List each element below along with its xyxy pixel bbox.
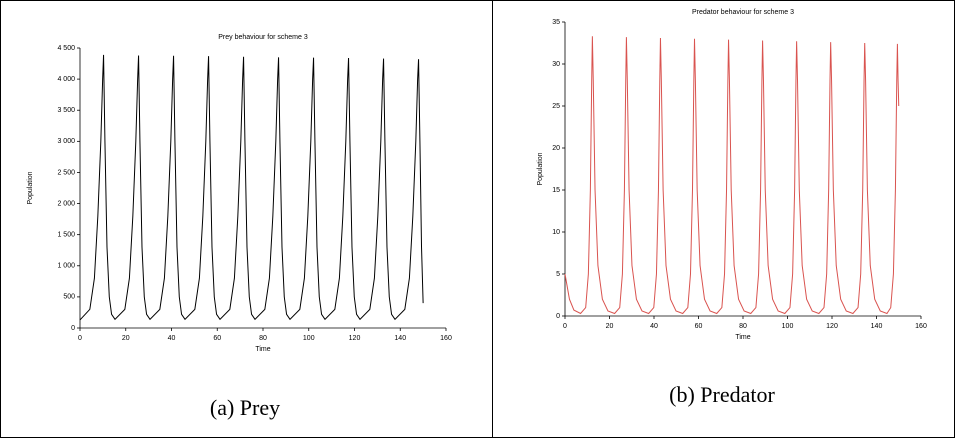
y-axis-label: Population (537, 152, 544, 185)
caption: (b) Predator (669, 382, 775, 407)
y-tick-label: 35 (552, 19, 560, 26)
data-line (564, 36, 900, 315)
x-tick-label: 80 (259, 335, 267, 342)
y-tick-label: 5 (556, 271, 560, 278)
x-tick-label: 0 (563, 323, 567, 330)
x-tick-label: 120 (826, 323, 838, 330)
x-tick-label: 100 (303, 335, 315, 342)
y-tick-label: 25 (552, 103, 560, 110)
y-tick-label: 0 (71, 325, 75, 332)
y-tick-label: 20 (552, 145, 560, 152)
x-tick-label: 160 (915, 323, 927, 330)
x-tick-label: 80 (739, 323, 747, 330)
y-tick-label: 15 (552, 187, 560, 194)
x-tick-label: 20 (122, 335, 130, 342)
data-line (79, 54, 424, 321)
x-axis-label: Time (735, 334, 750, 341)
x-tick-label: 140 (871, 323, 883, 330)
x-tick-label: 160 (440, 335, 452, 342)
y-tick-label: 1 000 (57, 263, 75, 270)
y-tick-label: 4 000 (57, 76, 75, 83)
y-tick-label: 4 500 (57, 45, 75, 52)
y-tick-label: 2 500 (57, 169, 75, 176)
x-tick-label: 40 (650, 323, 658, 330)
y-tick-label: 30 (552, 61, 560, 68)
y-tick-label: 10 (552, 229, 560, 236)
y-tick-label: 0 (556, 313, 560, 320)
x-tick-label: 120 (349, 335, 361, 342)
y-tick-label: 3 000 (57, 138, 75, 145)
x-axis-label: Time (255, 346, 270, 353)
chart-title: Prey behaviour for scheme 3 (218, 34, 308, 41)
x-tick-label: 20 (606, 323, 614, 330)
x-tick-label: 40 (168, 335, 176, 342)
x-tick-label: 60 (695, 323, 703, 330)
caption: (a) Prey (210, 395, 280, 420)
chart-title: Predator behaviour for scheme 3 (692, 9, 794, 16)
x-tick-label: 140 (394, 335, 406, 342)
y-tick-label: 500 (63, 294, 75, 301)
x-tick-label: 60 (213, 335, 221, 342)
x-tick-label: 0 (78, 335, 82, 342)
y-tick-label: 3 500 (57, 107, 75, 114)
y-axis-label: Population (27, 171, 34, 204)
y-tick-label: 2 000 (57, 200, 75, 207)
x-tick-label: 100 (782, 323, 794, 330)
y-tick-label: 1 500 (57, 232, 75, 239)
